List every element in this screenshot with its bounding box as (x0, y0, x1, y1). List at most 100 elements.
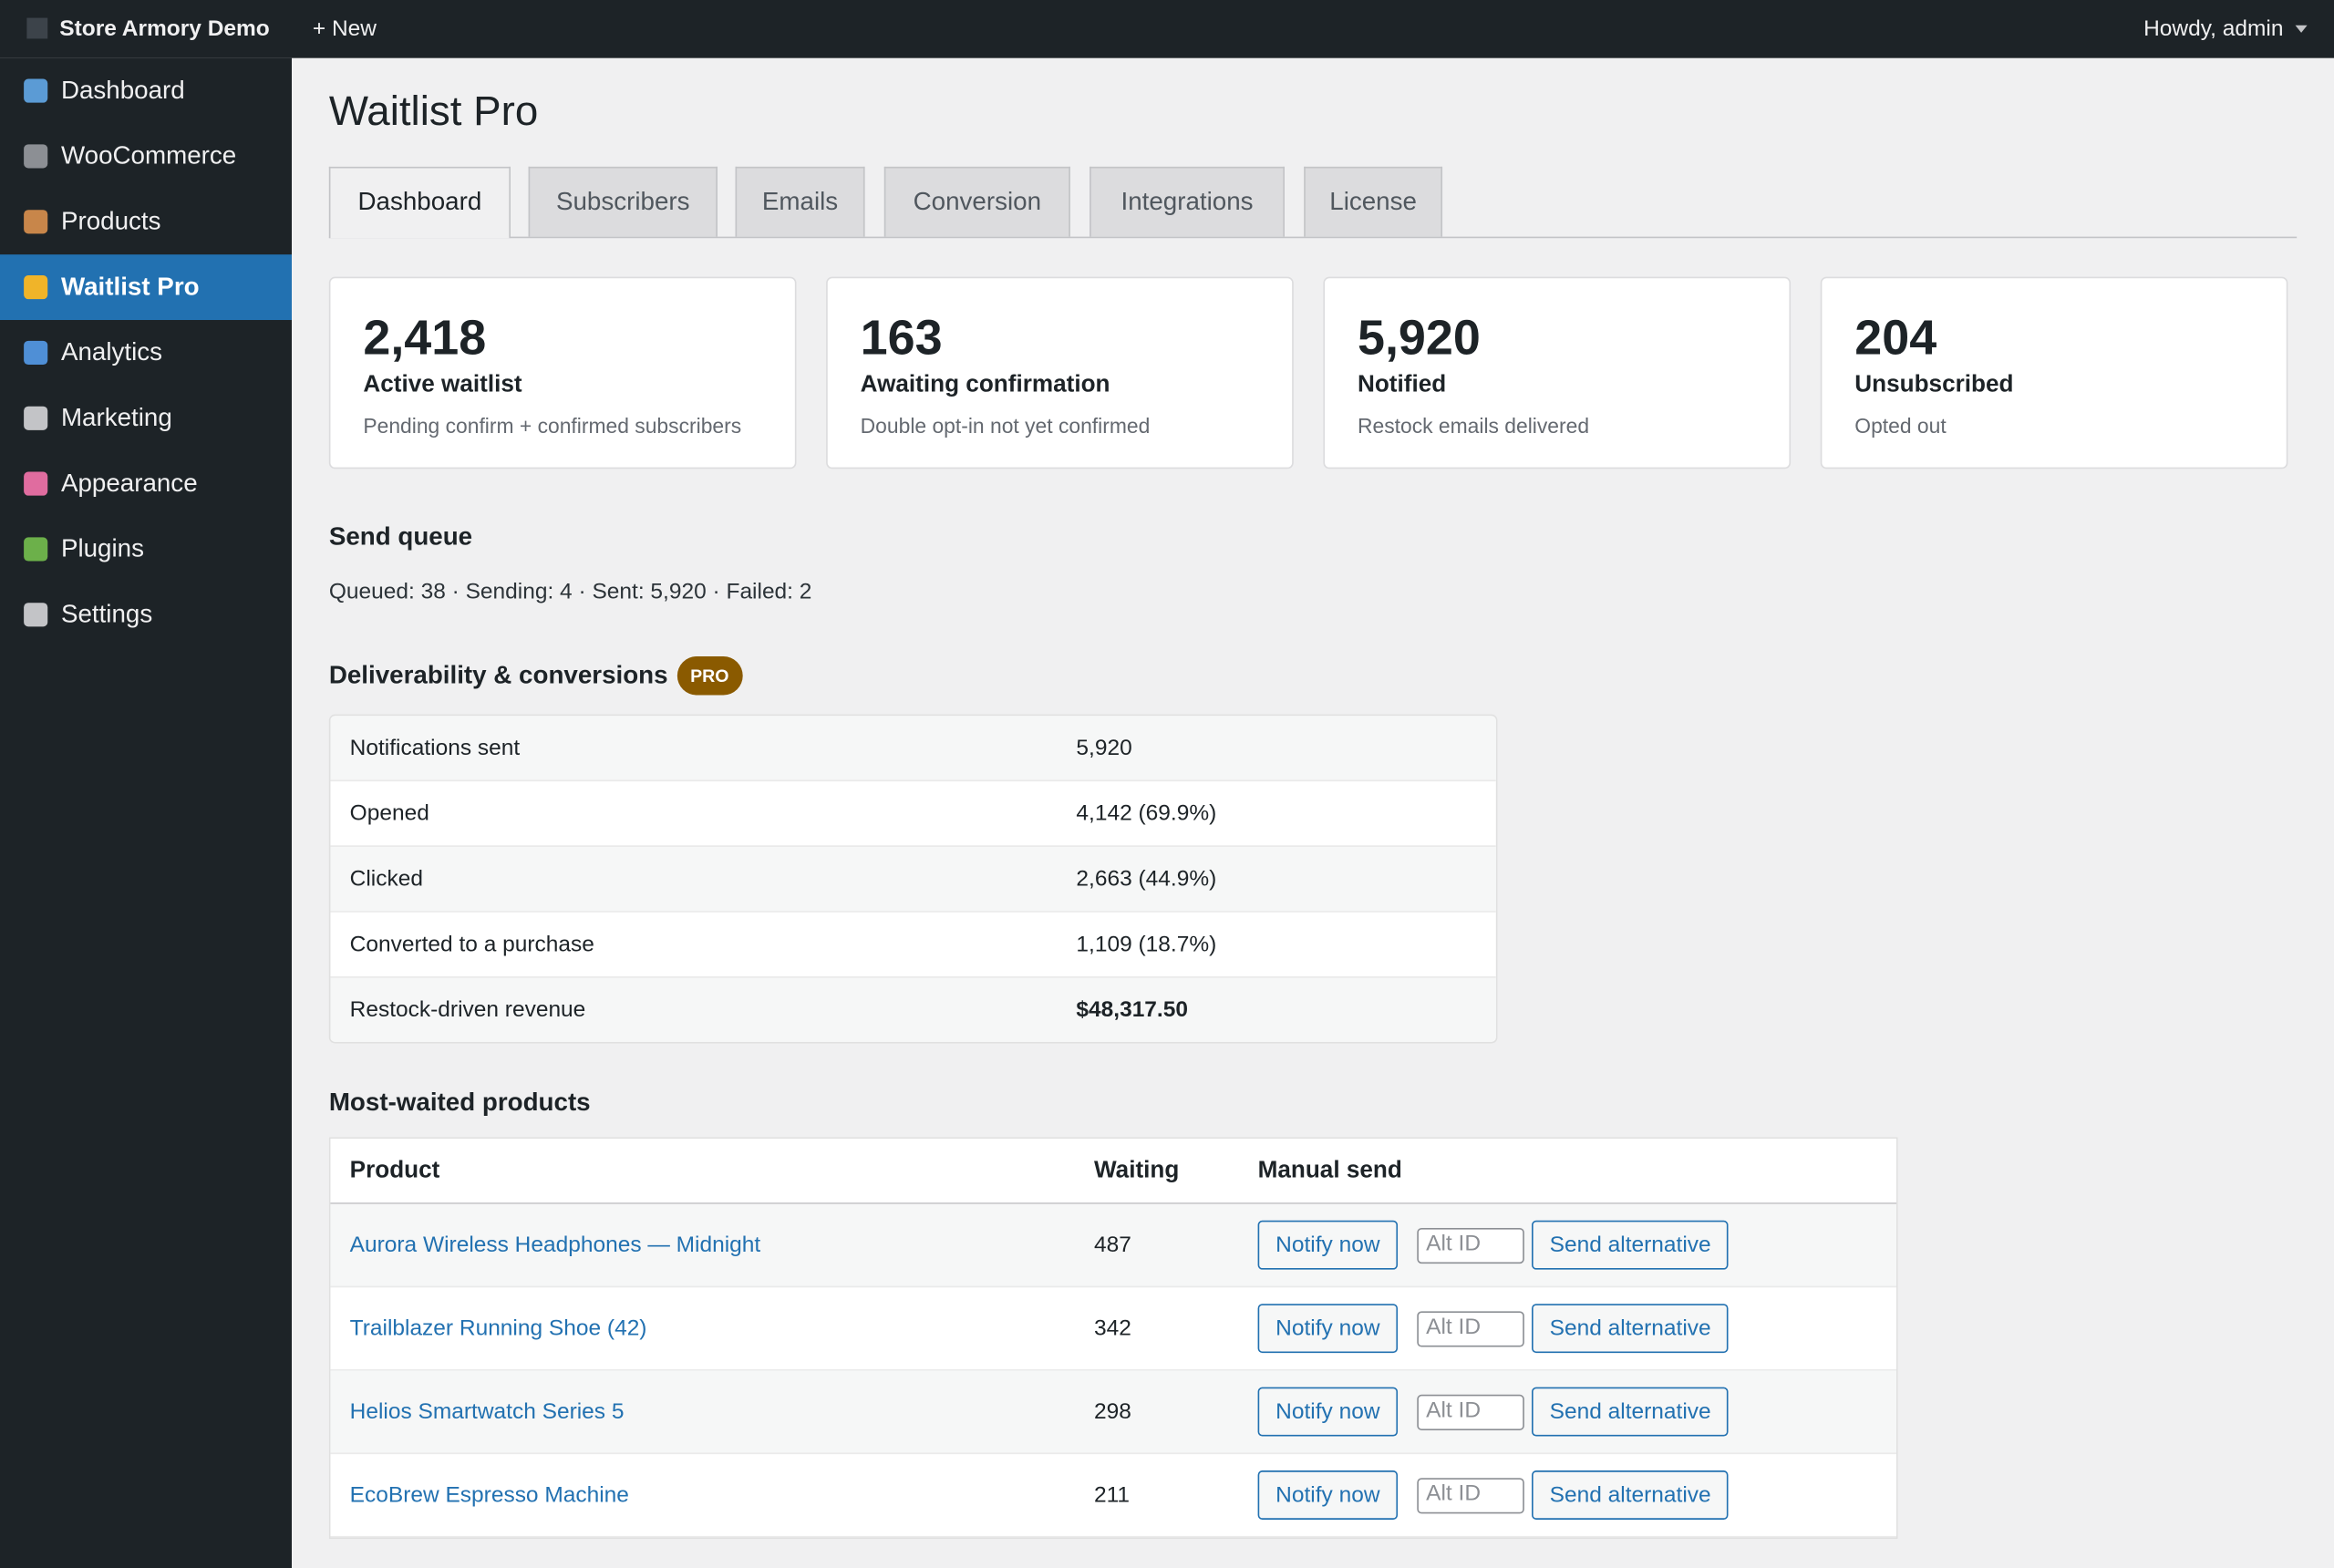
menu-item[interactable]: Marketing (0, 386, 292, 451)
actions: Notify now Alt ID Send alternative (1257, 1470, 1730, 1520)
deliverability-table: Notifications sent 5,920 Opened 4,142 (69.9… (328, 714, 1498, 1044)
pro-badge: PRO (676, 656, 743, 696)
menu-icon (24, 340, 48, 365)
product-link[interactable]: Helios Smartwatch Series 5 (349, 1398, 625, 1425)
menu-label: Products (60, 206, 161, 235)
stat-card: 2,418 Active waitlist Pending confirm + co… (328, 276, 797, 469)
stat-card: 5,920 Notified Restock emails delivered (1323, 276, 1792, 469)
menu-label: Plugins (60, 534, 144, 563)
menu-item[interactable]: Products (0, 189, 292, 254)
metric-name: Restock-driven revenue (349, 996, 586, 1023)
menu-icon (24, 471, 48, 496)
tab[interactable]: Conversion (883, 166, 1070, 237)
menu-label: Analytics (60, 337, 163, 366)
notify-button[interactable]: Notify now (1257, 1387, 1399, 1437)
user-menu[interactable]: Howdy, admin (2143, 15, 2284, 42)
alt-id-input[interactable]: Alt ID (1417, 1310, 1524, 1346)
tab[interactable]: Emails (735, 166, 865, 237)
send-alternative-button[interactable]: Send alternative (1532, 1220, 1730, 1270)
table-row: Aurora Wireless Headphones — Midnight 487… (330, 1203, 1896, 1288)
menu-icon (24, 537, 48, 562)
table-row: Notifications sent 5,920 (330, 716, 1496, 780)
send-alternative-button[interactable]: Send alternative (1532, 1470, 1730, 1520)
section-title: Send queue (328, 522, 473, 552)
queue-status: Queued: 38 · Sending: 4 · Sent: 5,920 · … (328, 579, 812, 604)
stat-description: Opted out (1854, 413, 1947, 438)
product-link[interactable]: EcoBrew Espresso Machine (349, 1482, 629, 1508)
section-title-text: Deliverability & conversions (328, 660, 668, 689)
menu-item[interactable]: WooCommerce (0, 124, 292, 190)
stat-card: 204 Unsubscribed Opted out (1820, 276, 2288, 469)
menu-icon (24, 78, 48, 103)
column-header: Waiting (1094, 1157, 1180, 1183)
stat-card: 163 Awaiting confirmation Double opt-in no… (826, 276, 1294, 469)
menu-item[interactable]: Analytics (0, 320, 292, 386)
metric-value: 5,920 (1076, 735, 1132, 761)
table-header: Product Waiting Manual send (330, 1139, 1896, 1204)
menu-item[interactable]: Appearance (0, 451, 292, 517)
section-title: Most-waited products (328, 1088, 591, 1117)
menu-label: Settings (60, 599, 153, 628)
menu-item[interactable]: Waitlist Pro (0, 254, 292, 321)
metric-value: $48,317.50 (1076, 996, 1188, 1023)
stat-value: 163 (860, 309, 943, 365)
waiting-count: 298 (1094, 1398, 1131, 1425)
alt-id-input[interactable]: Alt ID (1417, 1393, 1524, 1430)
tab[interactable]: Integrations (1090, 166, 1285, 237)
menu-item[interactable]: Settings (0, 582, 292, 647)
stat-value: 5,920 (1357, 309, 1481, 365)
notify-button[interactable]: Notify now (1257, 1220, 1399, 1270)
table-row: Helios Smartwatch Series 5 298 Notify now A… (330, 1370, 1896, 1455)
page-title: Waitlist Pro (328, 88, 539, 134)
waiting-count: 211 (1094, 1482, 1131, 1508)
table-row: Restock-driven revenue $48,317.50 (330, 976, 1496, 1042)
notify-button[interactable]: Notify now (1257, 1470, 1399, 1520)
stat-value: 204 (1854, 309, 1937, 365)
tab[interactable]: Subscribers (528, 166, 718, 237)
product-link[interactable]: Aurora Wireless Headphones — Midnight (349, 1232, 761, 1258)
waiting-count: 487 (1094, 1232, 1131, 1258)
tab[interactable]: License (1304, 166, 1443, 237)
stat-cards: 2,418 Active waitlist Pending confirm + co… (328, 276, 2288, 469)
menu-icon (24, 603, 48, 627)
alt-id-input[interactable]: Alt ID (1417, 1477, 1524, 1513)
send-alternative-button[interactable]: Send alternative (1532, 1387, 1730, 1437)
stat-label: Unsubscribed (1854, 372, 2014, 397)
new-link[interactable]: + New (312, 15, 377, 42)
metric-name: Clicked (349, 866, 423, 892)
product-cell: Aurora Wireless Headphones — Midnight (330, 1233, 1094, 1258)
table-row: Opened 4,142 (69.9%) (330, 779, 1496, 846)
stat-description: Restock emails delivered (1357, 413, 1590, 438)
notify-button[interactable]: Notify now (1257, 1304, 1399, 1354)
stat-label: Notified (1357, 372, 1447, 397)
menu-icon (24, 275, 48, 300)
table-row: Clicked 2,663 (44.9%) (330, 845, 1496, 912)
alt-id-input[interactable]: Alt ID (1417, 1227, 1524, 1264)
tab[interactable]: Dashboard (328, 166, 511, 239)
metric-value: 1,109 (18.7%) (1076, 932, 1217, 957)
menu-label: Waitlist Pro (60, 272, 200, 301)
table-row: EcoBrew Espresso Machine 211 Notify now Alt… (330, 1454, 1896, 1538)
menu-label: Marketing (60, 403, 172, 432)
send-alternative-button[interactable]: Send alternative (1532, 1304, 1730, 1354)
menu-item[interactable]: Dashboard (0, 58, 292, 124)
site-name[interactable]: Store Armory Demo (26, 16, 269, 42)
menu-icon (24, 144, 48, 169)
stat-description: Double opt-in not yet confirmed (860, 413, 1151, 438)
product-cell: EcoBrew Espresso Machine (330, 1482, 1094, 1508)
metric-name: Converted to a purchase (349, 932, 594, 957)
product-link[interactable]: Trailblazer Running Shoe (42) (349, 1315, 647, 1342)
actions: Notify now Alt ID Send alternative (1257, 1387, 1730, 1437)
metric-name: Opened (349, 800, 429, 827)
admin-bar: Store Armory Demo + New Howdy, admin (0, 0, 2334, 58)
caret-icon (2295, 25, 2308, 39)
product-cell: Trailblazer Running Shoe (42) (330, 1315, 1094, 1341)
menu-label: WooCommerce (60, 141, 237, 170)
menu-icon (24, 406, 48, 430)
sidebar: Dashboard WooCommerce Products Waitlist Pro… (0, 57, 292, 1568)
menu-item[interactable]: Plugins (0, 517, 292, 583)
actions: Notify now Alt ID Send alternative (1257, 1304, 1730, 1354)
menu-label: Dashboard (60, 76, 185, 105)
